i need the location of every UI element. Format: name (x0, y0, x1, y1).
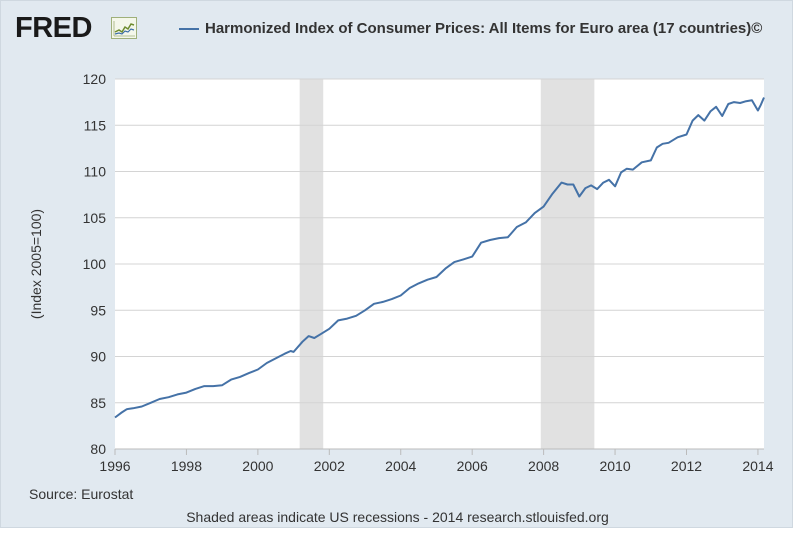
chart-legend: Harmonized Index of Consumer Prices: All… (179, 19, 779, 38)
legend-label: Harmonized Index of Consumer Prices: All… (205, 20, 763, 37)
y-tick-label: 110 (84, 164, 107, 180)
x-tick-label: 2004 (385, 458, 416, 474)
x-tick-label: 2008 (528, 458, 559, 474)
y-tick-label: 95 (90, 302, 106, 318)
y-tick-label: 80 (90, 441, 106, 457)
y-tick-label: 120 (83, 71, 107, 87)
x-tick-label: 2010 (599, 458, 630, 474)
x-tick-label: 2006 (457, 458, 488, 474)
y-tick-label: 100 (83, 256, 107, 272)
y-tick-label: 85 (90, 395, 106, 411)
x-tick-label: 2000 (242, 458, 273, 474)
legend-swatch (179, 28, 199, 30)
x-tick-label: 1998 (171, 458, 202, 474)
fred-logo-text: FRED (15, 12, 92, 44)
x-tick-label: 1996 (99, 458, 130, 474)
line-chart-icon (111, 17, 137, 39)
y-tick-label: 115 (84, 117, 107, 133)
series-line (114, 97, 765, 419)
y-tick-label: 90 (90, 349, 106, 365)
x-tick-label: 2012 (671, 458, 702, 474)
x-tick-label: 2002 (314, 458, 345, 474)
y-axis-label: (Index 2005=100) (28, 209, 44, 319)
y-tick-label: 105 (83, 210, 107, 226)
recession-note: Shaded areas indicate US recessions - 20… (186, 509, 609, 525)
source-note: Source: Eurostat (29, 486, 134, 502)
x-tick-label: 2014 (742, 458, 773, 474)
